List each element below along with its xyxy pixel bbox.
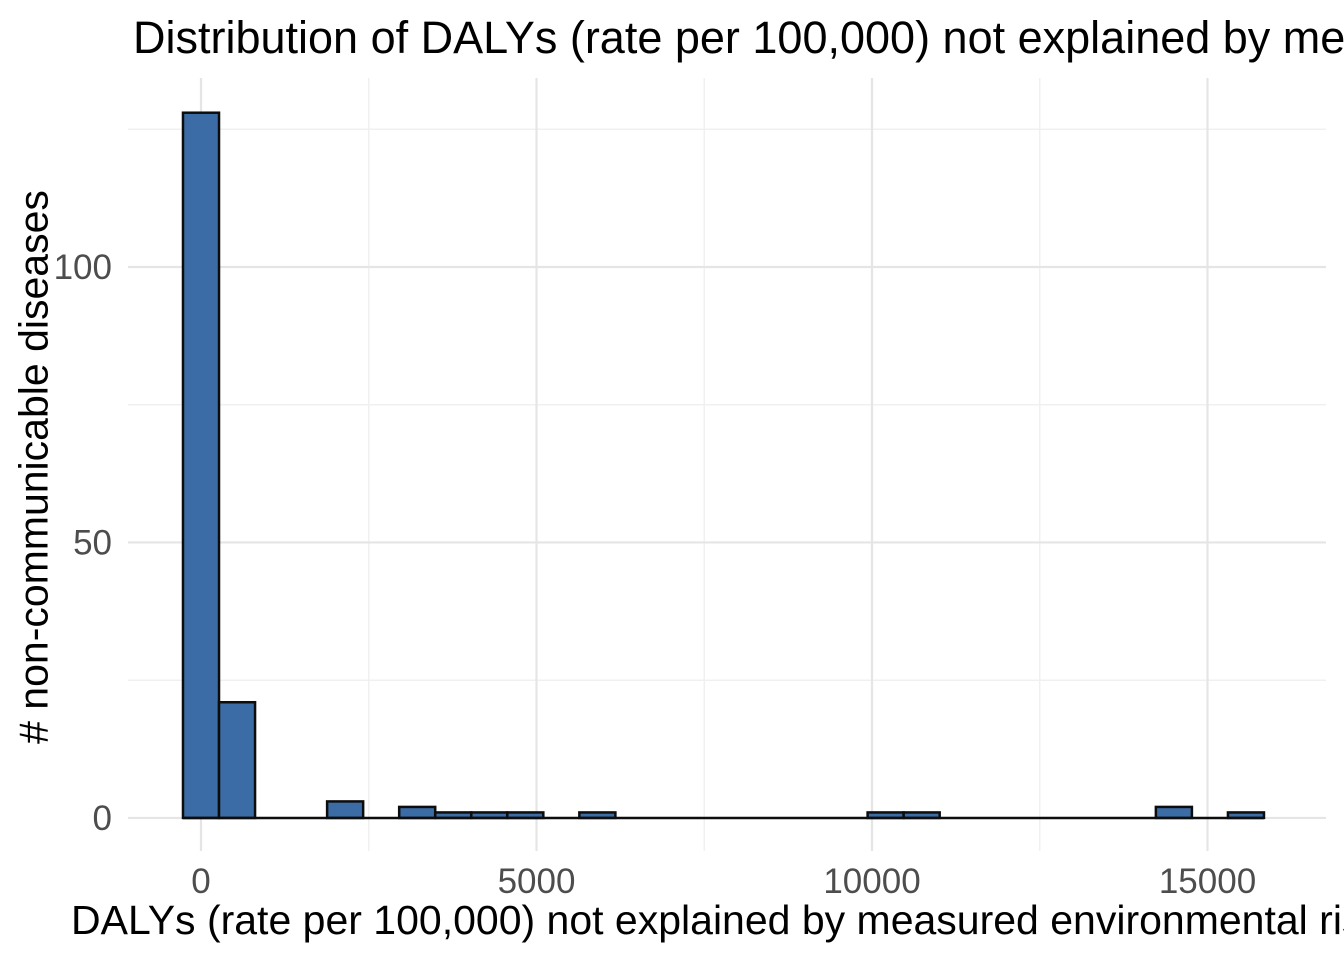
histogram-bar [1154,805,1194,820]
histogram-bar [217,700,257,820]
y-tick-label: 0 [93,799,112,838]
x-axis-title: DALYs (rate per 100,000) not explained b… [71,897,1344,943]
chart-title: Distribution of DALYs (rate per 100,000)… [133,12,1344,63]
y-tick-label: 100 [54,248,112,287]
histogram-bar [325,800,365,820]
x-tick-label: 15000 [1159,862,1256,901]
x-tick-label: 0 [191,862,210,901]
x-tick-label: 5000 [498,862,576,901]
histogram-bar [397,805,437,820]
y-tick-label: 50 [73,523,112,562]
x-tick-label: 10000 [823,862,920,901]
histogram-bar [181,111,221,820]
